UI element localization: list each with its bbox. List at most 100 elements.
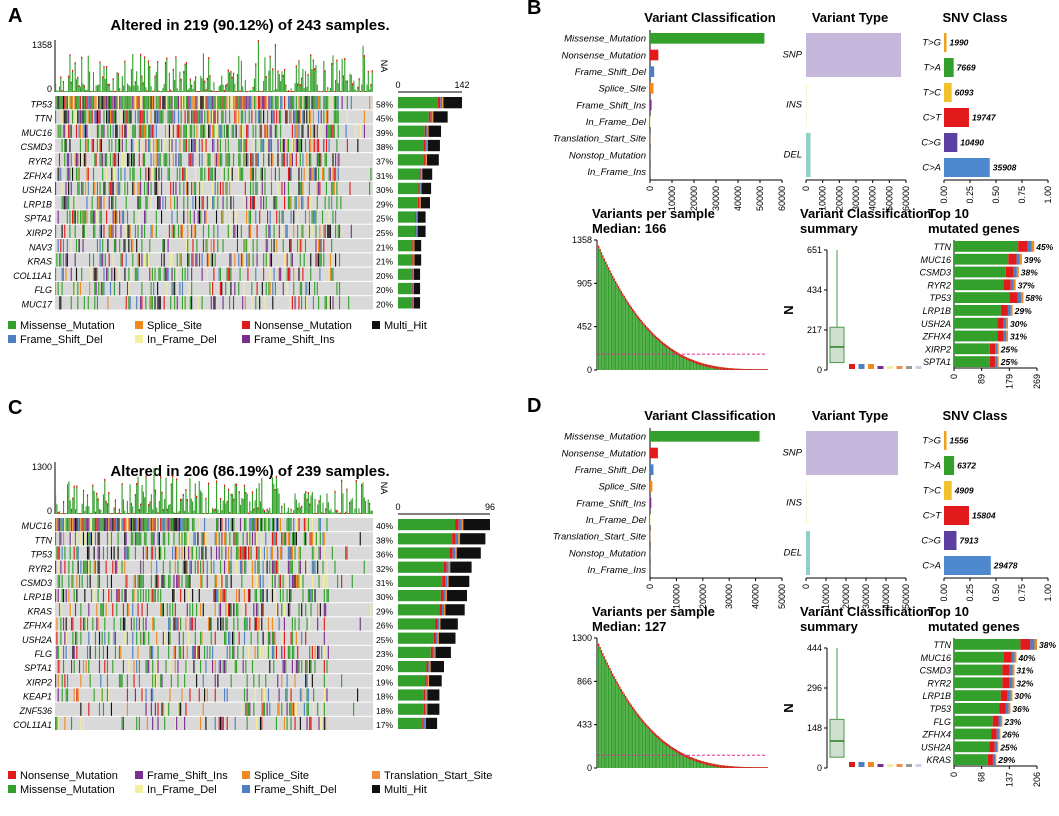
matrix-cell [220, 589, 221, 602]
top-pct-label: 31% [1016, 666, 1033, 676]
vps-bar-cap [757, 369, 758, 370]
matrix-cell [59, 168, 60, 181]
matrix-cell [204, 646, 205, 659]
gene-bar-segment [398, 183, 419, 194]
matrix-cell [279, 575, 280, 588]
matrix-cell [84, 210, 85, 223]
matrix-cell [179, 575, 180, 588]
vps-bar-cap [747, 767, 748, 768]
tmb-bar-cap [356, 480, 357, 482]
vc-category-label: Frame_Shift_Ins [576, 498, 646, 509]
matrix-cell [104, 632, 105, 645]
matrix-cell [247, 153, 248, 166]
matrix-cell [174, 196, 175, 209]
matrix-cell [267, 561, 268, 574]
matrix-cell [80, 603, 81, 616]
matrix-cell [318, 546, 319, 559]
matrix-cell [205, 139, 206, 152]
gene-bar-segment [434, 633, 436, 644]
top-gene-label: ZFHX4 [921, 730, 951, 740]
vps-bar-cap [728, 368, 729, 370]
vps-bar-cap [696, 759, 697, 762]
matrix-cell [141, 575, 142, 588]
matrix-cell [293, 268, 294, 281]
gene-bar-segment [398, 197, 418, 208]
matrix-cell [236, 603, 237, 616]
matrix-cell [117, 210, 118, 223]
matrix-cell [179, 253, 180, 266]
matrix-cell [60, 96, 61, 109]
matrix-cell [96, 617, 97, 630]
matrix-cell [267, 110, 268, 123]
matrix-cell [245, 617, 246, 630]
tmb-bar-cap [80, 513, 81, 514]
matrix-cell [75, 603, 76, 616]
matrix-cell [177, 703, 178, 716]
vc-bar [650, 448, 658, 459]
matrix-cell [259, 296, 260, 309]
tmb-bar-cap [338, 513, 339, 514]
matrix-cell [315, 239, 316, 252]
tmb-bar [249, 91, 250, 92]
vcs-tick-label: 148 [807, 723, 822, 733]
top-pct-label: 39% [1024, 255, 1041, 265]
matrix-cell [187, 253, 188, 266]
matrix-cell [272, 532, 273, 545]
matrix-cell [264, 125, 265, 138]
matrix-cell [306, 561, 307, 574]
vps-bar [670, 348, 671, 370]
matrix-cell [207, 110, 208, 123]
matrix-cell [238, 110, 239, 123]
matrix-cell [232, 518, 233, 531]
matrix-cell [243, 239, 244, 252]
matrix-cell [82, 125, 83, 138]
matrix-cell [232, 168, 233, 181]
tmb-bar-cap [171, 484, 172, 486]
legend-swatch [8, 785, 16, 793]
top-gene-label: LRP1B [922, 306, 951, 316]
matrix-cell [135, 110, 136, 123]
matrix-cell [154, 182, 155, 195]
matrix-cell [145, 139, 146, 152]
matrix-cell [276, 210, 277, 223]
matrix-cell [202, 125, 203, 138]
matrix-cell [174, 225, 175, 238]
vps-bar-cap [646, 327, 647, 330]
gene-bar-segment [414, 240, 421, 251]
gene-bar-segment [427, 689, 428, 700]
matrix-cell [268, 225, 269, 238]
tmb-bar [306, 87, 307, 92]
matrix-cell [220, 268, 221, 281]
tmb-bar-cap [215, 509, 216, 511]
matrix-cell [225, 532, 226, 545]
tmb-bar [230, 71, 231, 92]
tmb-bar-cap [196, 496, 197, 498]
vps-bar [667, 744, 668, 768]
matrix-cell [115, 632, 116, 645]
matrix-cell [209, 646, 210, 659]
top-bar-segment [954, 716, 993, 727]
vcs-mini-box [916, 366, 922, 369]
matrix-cell [103, 646, 104, 659]
matrix-cell [152, 717, 153, 730]
matrix-cell [62, 546, 63, 559]
matrix-cell [293, 703, 294, 716]
matrix-cell [126, 139, 127, 152]
matrix-cell [116, 603, 117, 616]
matrix-cell [237, 225, 238, 238]
matrix-cell [195, 168, 196, 181]
matrix-cell [297, 239, 298, 252]
matrix-cell [216, 153, 217, 166]
tmb-bar-cap [147, 513, 148, 514]
matrix-cell [135, 225, 136, 238]
matrix-cell [301, 282, 302, 295]
matrix-cell [122, 153, 123, 166]
matrix-cell [271, 239, 272, 252]
matrix-cell [195, 532, 196, 545]
tmb-bar-cap [292, 513, 293, 514]
vps-bar [633, 709, 634, 768]
tmb-axis-max: 1300 [32, 462, 52, 472]
tmb-bar [204, 513, 205, 514]
matrix-cell [220, 139, 221, 152]
tmb-bar-cap [372, 70, 373, 72]
